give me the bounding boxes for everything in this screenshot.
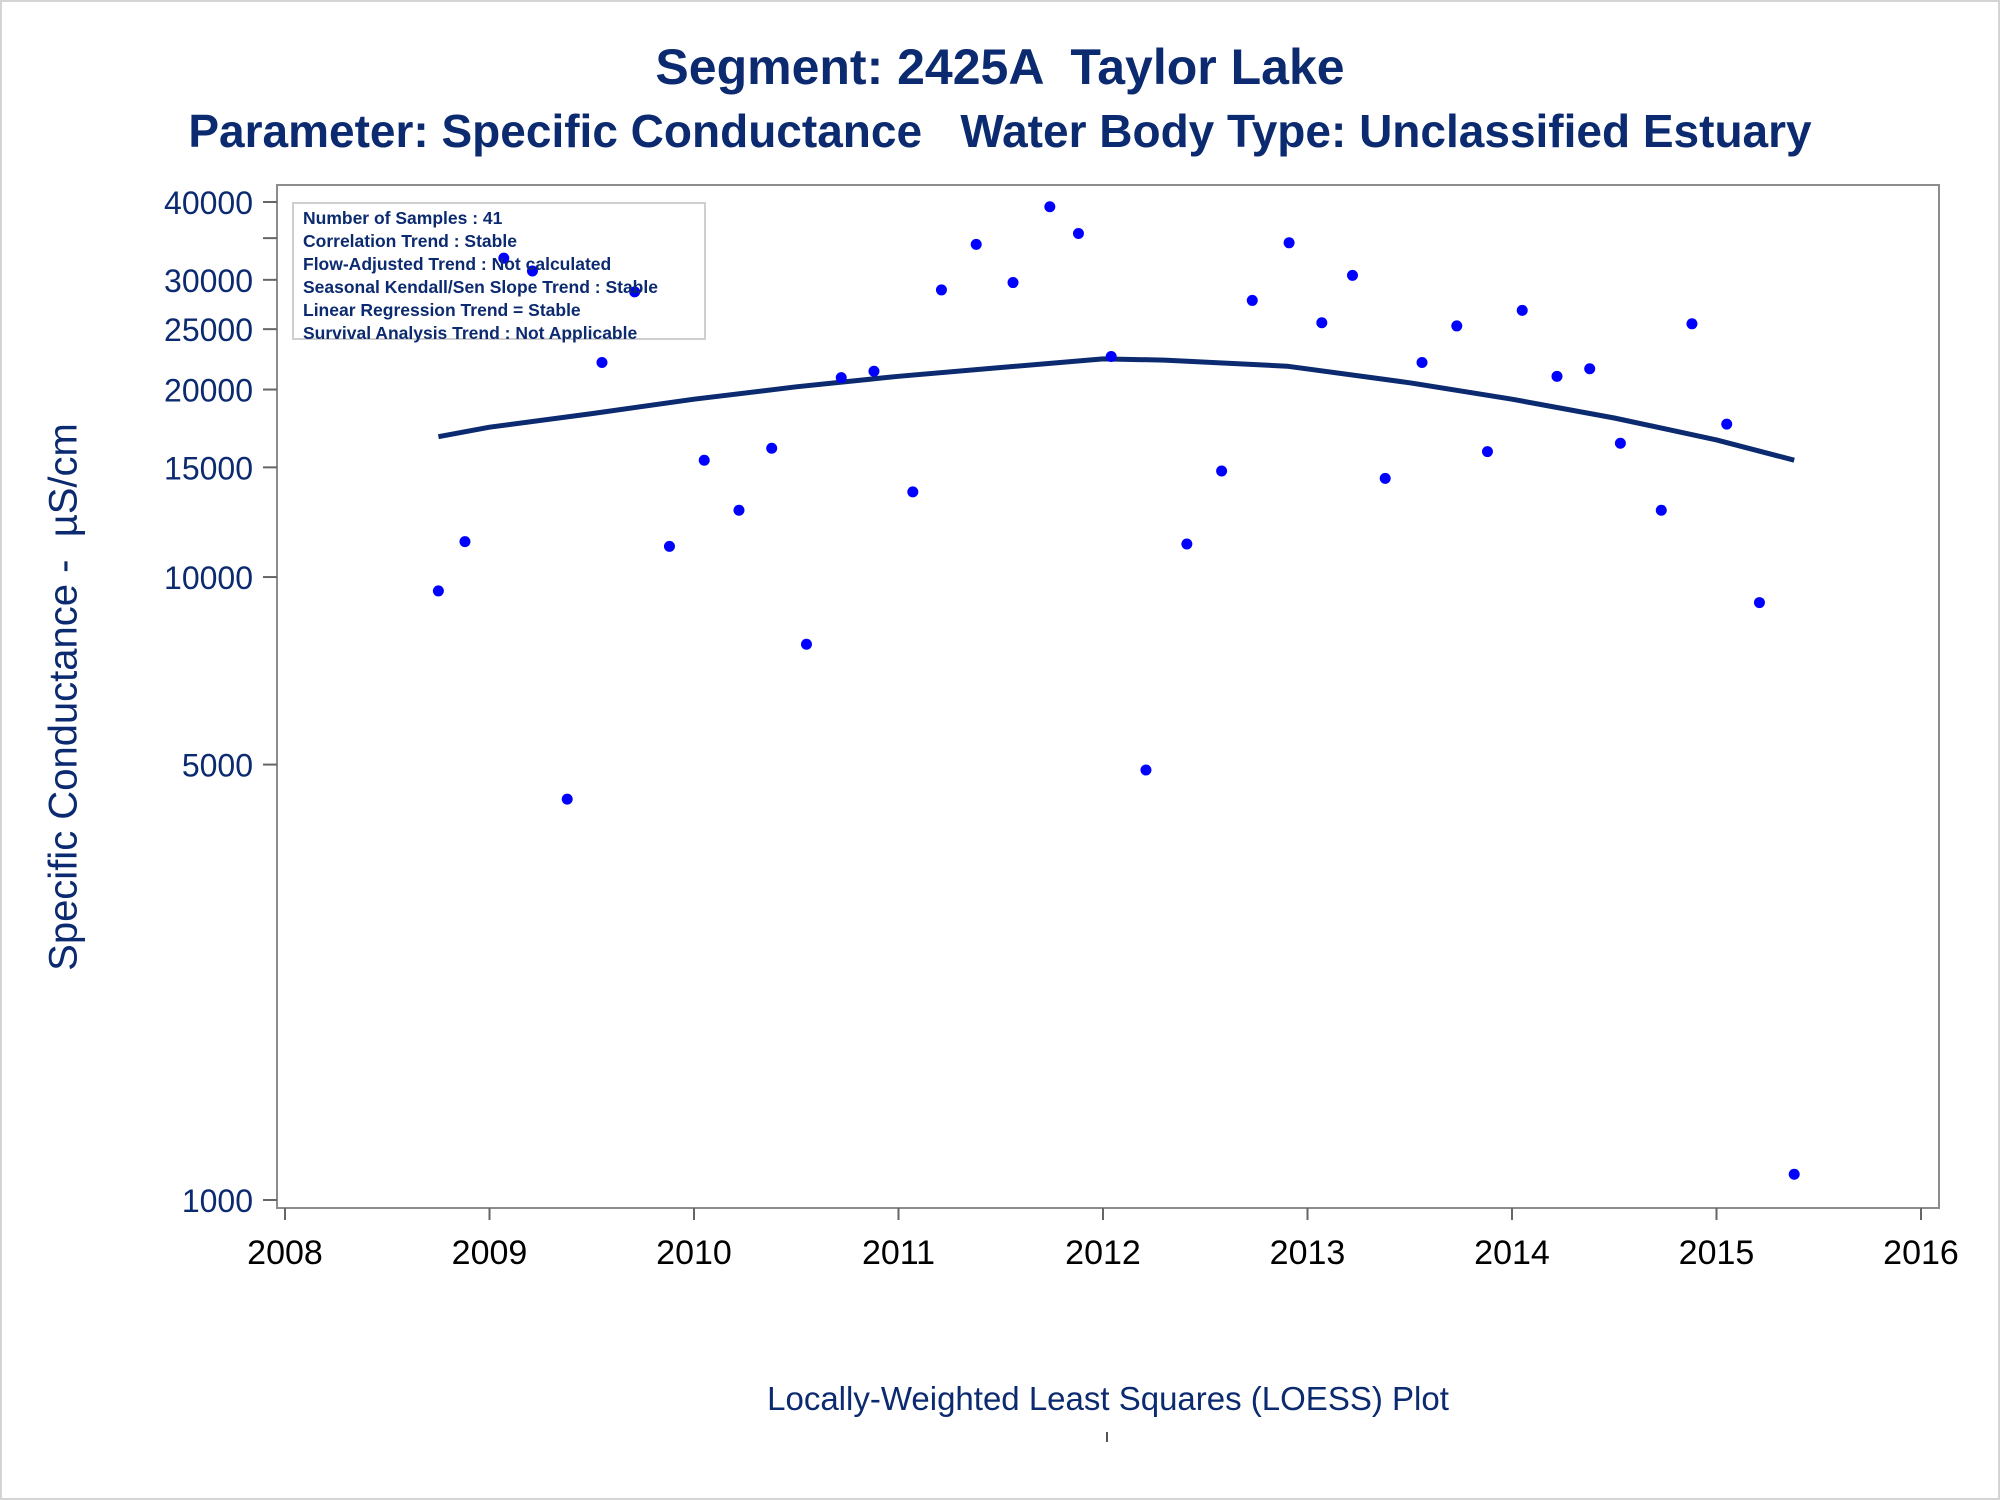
plot-area-frame (276, 184, 1940, 1209)
x-tick-label: 2015 (1679, 1234, 1755, 1272)
data-point (1551, 370, 1563, 382)
data-point (1072, 228, 1084, 240)
data-point (766, 442, 778, 454)
data-point (970, 238, 982, 250)
data-point (629, 286, 641, 298)
data-point (835, 372, 847, 384)
x-tick-label: 2010 (656, 1234, 732, 1272)
data-point (432, 585, 444, 597)
data-point (935, 284, 947, 296)
stat-correlation-trend: Correlation Trend : Stable (303, 231, 517, 251)
data-point (1105, 350, 1117, 362)
data-point (1140, 764, 1152, 776)
y-tick-label: 5000 (182, 748, 253, 784)
data-point (1516, 304, 1528, 316)
data-point (663, 540, 675, 552)
data-point (459, 536, 471, 548)
data-point (498, 252, 510, 264)
data-point (1007, 277, 1019, 289)
x-tick-label: 2008 (247, 1234, 323, 1272)
data-point (1614, 437, 1626, 449)
x-tick-label: 2012 (1065, 1234, 1141, 1272)
data-point (1379, 472, 1391, 484)
data-point (1246, 294, 1258, 306)
stat-flow-adjusted-trend: Flow-Adjusted Trend : Not calculated (303, 254, 612, 274)
data-point (1686, 318, 1698, 330)
x-tick-label: 2009 (452, 1234, 528, 1272)
data-point (561, 793, 573, 805)
y-tick-label: 10000 (164, 560, 253, 596)
data-point (1788, 1168, 1800, 1180)
data-point (1451, 320, 1463, 332)
footnote-mark (1106, 1432, 1108, 1442)
data-point (868, 365, 880, 377)
data-point (596, 357, 608, 369)
stat-linear-regression-trend: Linear Regression Trend = Stable (303, 300, 581, 320)
data-point (800, 638, 812, 650)
stat-survival-analysis-trend: Survival Analysis Trend : Not Applicable (303, 323, 638, 343)
data-point (733, 504, 745, 516)
data-point (1481, 446, 1493, 458)
data-point (1044, 201, 1056, 213)
footnote-text: Locally-Weighted Least Squares (LOESS) P… (767, 1380, 1449, 1417)
data-point (1584, 363, 1596, 375)
x-tick-label: 2011 (862, 1234, 935, 1272)
x-tick-label: 2014 (1474, 1234, 1550, 1272)
y-tick-label: 15000 (164, 450, 253, 486)
stats-legend-box: Number of Samples : 41 Correlation Trend… (292, 202, 706, 343)
data-point (526, 265, 538, 277)
loess-curve (437, 356, 1795, 463)
y-tick-label: 20000 (164, 373, 253, 409)
y-tick-label: 40000 (164, 185, 253, 221)
chart-subtitle: Parameter: Specific Conductance Water Bo… (188, 105, 1812, 157)
data-point (1721, 418, 1733, 430)
data-point (1753, 597, 1765, 609)
stat-sample-count: Number of Samples : 41 (303, 208, 503, 228)
stat-seasonal-kendall-trend: Seasonal Kendall/Sen Slope Trend : Stabl… (303, 277, 658, 297)
data-point (1416, 357, 1428, 369)
data-point (907, 486, 919, 498)
y-axis-label: Specific Conductance - µS/cm (41, 423, 86, 971)
y-tick-label: 25000 (164, 312, 253, 348)
data-point (1181, 538, 1193, 550)
data-point (1346, 269, 1358, 281)
y-tick-label: 30000 (164, 263, 253, 299)
chart-title: Segment: 2425A Taylor Lake (655, 39, 1345, 95)
y-tick-label: 1000 (182, 1183, 253, 1219)
x-tick-label: 2013 (1270, 1234, 1346, 1272)
x-tick-label: 2016 (1883, 1234, 1959, 1272)
data-point (1283, 237, 1295, 249)
data-point (1216, 465, 1228, 477)
data-point (1316, 317, 1328, 329)
data-point (698, 454, 710, 466)
data-point (1655, 504, 1667, 516)
